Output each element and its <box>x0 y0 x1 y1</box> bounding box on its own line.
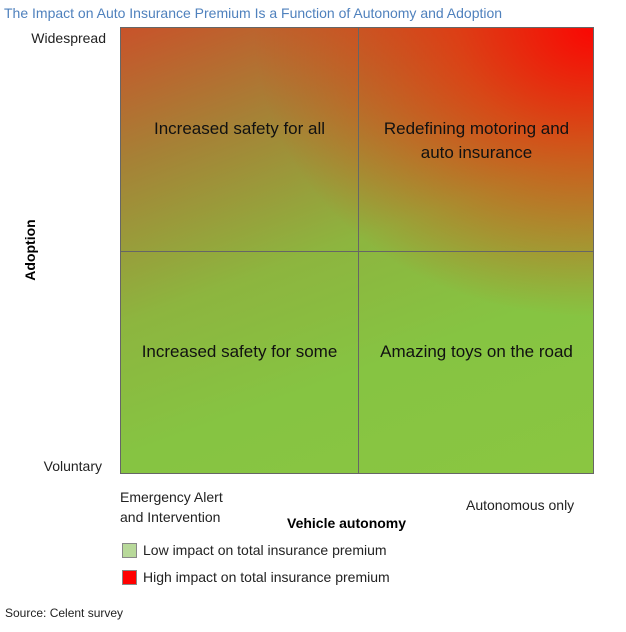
y-axis-label: Adoption <box>22 219 38 281</box>
x-axis-left-label-line1: Emergency Alert <box>120 489 223 505</box>
source-note: Source: Celent survey <box>5 606 124 620</box>
legend-item-high: High impact on total insurance premium <box>122 569 390 585</box>
horizontal-divider <box>121 251 593 252</box>
legend-swatch-high <box>122 569 137 585</box>
quadrant-top-left-text: Increased safety for all <box>153 119 326 138</box>
chart-title: The Impact on Auto Insurance Premium Is … <box>4 5 503 21</box>
quadrant-top-left: Increased safety for all <box>121 28 358 251</box>
x-axis-right-label: Autonomous only <box>466 497 575 513</box>
quadrant-bottom-left-text: Increased safety for some <box>141 342 338 361</box>
quadrant-bottom-left: Increased safety for some <box>121 251 358 474</box>
quadrant-bottom-right: Amazing toys on the road <box>358 251 595 474</box>
quadrant-bottom-right-text: Amazing toys on the road <box>380 342 573 361</box>
legend-label-high: High impact on total insurance premium <box>143 569 390 585</box>
x-axis-label: Vehicle autonomy <box>287 515 407 531</box>
x-axis-left-label: Emergency Alert and Intervention <box>120 487 223 527</box>
vertical-divider <box>358 28 359 473</box>
x-axis-left-label-line2: and Intervention <box>120 509 221 525</box>
legend-swatch-low <box>122 542 137 558</box>
legend-label-low: Low impact on total insurance premium <box>143 542 387 558</box>
legend-item-low: Low impact on total insurance premium <box>122 542 387 558</box>
quadrant-top-right: Redefining motoring and auto insurance <box>358 28 595 251</box>
impact-matrix: Increased safety for all Redefining moto… <box>120 27 594 474</box>
y-axis-top-label: Widespread <box>31 30 106 46</box>
quadrant-top-right-text: Redefining motoring and auto insurance <box>383 119 570 162</box>
y-axis-bottom-label: Voluntary <box>43 458 102 474</box>
